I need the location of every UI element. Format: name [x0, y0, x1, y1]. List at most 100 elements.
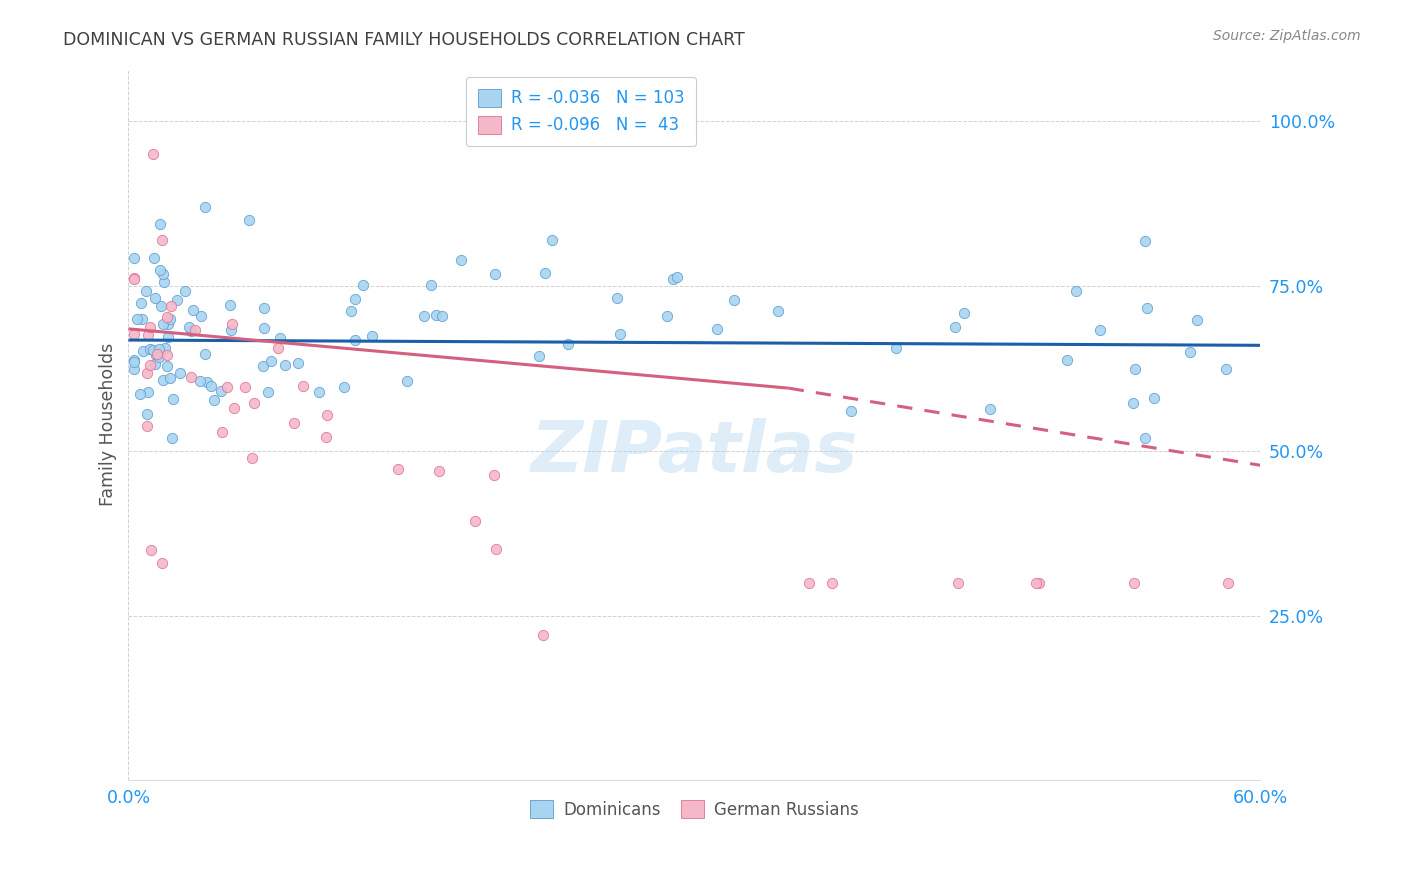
Point: [162, 392, 184, 406]
Point: [132, 344, 155, 359]
Point: [122, 361, 145, 376]
Point: [153, 341, 176, 355]
Point: [1066, 285, 1088, 299]
Point: [159, 370, 181, 384]
Point: [484, 267, 506, 281]
Point: [609, 327, 631, 342]
Text: ZIPatlas: ZIPatlas: [530, 418, 858, 487]
Point: [420, 277, 443, 292]
Point: [190, 309, 212, 323]
Point: [292, 379, 315, 393]
Point: [527, 349, 550, 363]
Point: [952, 306, 974, 320]
Legend: Dominicans, German Russians: Dominicans, German Russians: [523, 793, 866, 825]
Point: [128, 386, 150, 401]
Point: [485, 541, 508, 556]
Point: [425, 309, 447, 323]
Point: [979, 401, 1001, 416]
Point: [886, 341, 908, 355]
Point: [194, 347, 217, 361]
Point: [766, 304, 789, 318]
Point: [1122, 395, 1144, 409]
Point: [139, 342, 162, 356]
Point: [136, 385, 159, 400]
Point: [152, 373, 174, 387]
Point: [1123, 361, 1146, 376]
Point: [125, 312, 148, 326]
Point: [340, 304, 363, 318]
Point: [221, 323, 243, 337]
Point: [287, 356, 309, 370]
Point: [269, 331, 291, 345]
Point: [169, 367, 191, 381]
Point: [797, 575, 820, 590]
Point: [253, 301, 276, 315]
Point: [224, 401, 246, 416]
Point: [450, 252, 472, 267]
Point: [1025, 575, 1047, 590]
Point: [1122, 575, 1144, 590]
Point: [148, 350, 170, 364]
Point: [143, 252, 166, 266]
Point: [252, 359, 274, 374]
Point: [1056, 353, 1078, 368]
Point: [1028, 575, 1050, 590]
Point: [156, 317, 179, 331]
Point: [146, 347, 169, 361]
Point: [202, 392, 225, 407]
Point: [139, 358, 162, 372]
Point: [352, 277, 374, 292]
Point: [138, 319, 160, 334]
Point: [387, 462, 409, 476]
Point: [153, 275, 176, 289]
Point: [152, 556, 174, 570]
Point: [706, 322, 728, 336]
Point: [1135, 234, 1157, 248]
Point: [333, 380, 356, 394]
Text: Source: ZipAtlas.com: Source: ZipAtlas.com: [1213, 29, 1361, 43]
Point: [194, 200, 217, 214]
Point: [174, 285, 197, 299]
Point: [657, 309, 679, 323]
Point: [723, 293, 745, 308]
Point: [661, 272, 683, 286]
Point: [135, 284, 157, 298]
Point: [150, 299, 173, 313]
Point: [122, 353, 145, 368]
Point: [156, 330, 179, 344]
Point: [166, 293, 188, 308]
Point: [142, 343, 165, 357]
Point: [1143, 391, 1166, 405]
Point: [136, 366, 159, 380]
Point: [821, 575, 844, 590]
Point: [145, 348, 167, 362]
Point: [238, 213, 260, 227]
Point: [139, 542, 162, 557]
Point: [156, 348, 179, 362]
Point: [412, 310, 434, 324]
Point: [839, 404, 862, 418]
Point: [242, 396, 264, 410]
Point: [283, 416, 305, 430]
Point: [274, 358, 297, 372]
Point: [181, 303, 204, 318]
Point: [361, 328, 384, 343]
Point: [148, 342, 170, 356]
Point: [427, 464, 450, 478]
Point: [122, 251, 145, 265]
Point: [541, 233, 564, 247]
Text: DOMINICAN VS GERMAN RUSSIAN FAMILY HOUSEHOLDS CORRELATION CHART: DOMINICAN VS GERMAN RUSSIAN FAMILY HOUSE…: [63, 31, 745, 49]
Point: [943, 319, 966, 334]
Point: [432, 309, 454, 323]
Point: [344, 293, 367, 307]
Point: [219, 298, 242, 312]
Point: [122, 355, 145, 369]
Point: [221, 318, 243, 332]
Point: [131, 312, 153, 326]
Point: [152, 317, 174, 331]
Point: [240, 451, 263, 466]
Point: [190, 374, 212, 388]
Point: [122, 327, 145, 342]
Point: [160, 300, 183, 314]
Point: [131, 296, 153, 310]
